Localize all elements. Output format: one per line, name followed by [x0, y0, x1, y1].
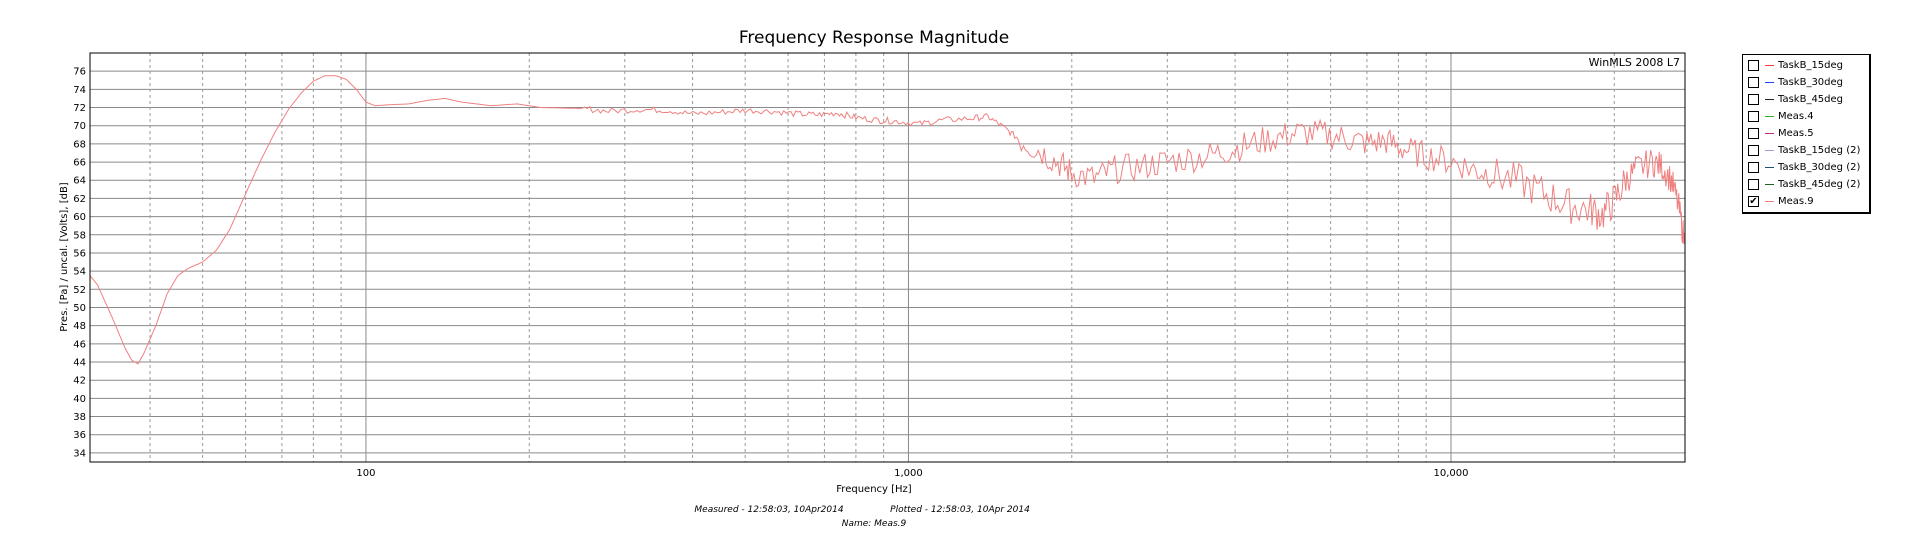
y-tick-label: 62 — [73, 194, 86, 205]
legend-checkbox[interactable] — [1748, 94, 1759, 105]
legend-label: Meas.5 — [1778, 128, 1814, 139]
legend-checkbox[interactable] — [1748, 145, 1759, 156]
legend-label: TaskB_45deg — [1778, 94, 1844, 105]
legend-item-taskb-30deg[interactable]: TaskB_30deg — [1743, 74, 1869, 91]
legend-item-taskb-45deg-2[interactable]: TaskB_45deg (2) — [1743, 176, 1869, 193]
legend-label: TaskB_15deg — [1778, 60, 1844, 71]
legend-label: TaskB_30deg (2) — [1778, 162, 1861, 173]
legend-label: Meas.9 — [1778, 196, 1814, 207]
legend-swatch — [1765, 116, 1774, 117]
legend-label: TaskB_45deg (2) — [1778, 179, 1861, 190]
name-note: Name: Meas.9 — [842, 519, 907, 529]
legend-swatch — [1765, 201, 1774, 202]
x-tick-label: 100 — [356, 468, 375, 479]
legend-item-taskb-45deg[interactable]: TaskB_45deg — [1743, 91, 1869, 108]
y-tick-label: 66 — [73, 158, 86, 169]
y-tick-label: 50 — [73, 303, 86, 314]
y-tick-label: 40 — [73, 394, 86, 405]
y-tick-label: 38 — [73, 412, 86, 423]
legend-swatch — [1765, 65, 1774, 66]
y-tick-label: 42 — [73, 376, 86, 387]
y-tick-label: 64 — [73, 176, 86, 187]
x-tick-label: 10,000 — [1433, 468, 1468, 479]
y-tick-label: 44 — [73, 358, 86, 369]
legend-swatch — [1765, 99, 1774, 100]
series-line-meas-9 — [89, 75, 1686, 365]
watermark-label: WinMLS 2008 L7 — [1589, 56, 1680, 69]
legend-checkbox[interactable]: ✔ — [1748, 196, 1759, 207]
legend-checkbox[interactable] — [1748, 77, 1759, 88]
legend-label: TaskB_15deg (2) — [1778, 145, 1861, 156]
plot-frame — [89, 52, 1686, 463]
grid — [90, 53, 1685, 462]
y-tick-label: 34 — [73, 448, 86, 459]
legend-swatch — [1765, 167, 1774, 168]
plotted-note: Plotted - 12:58:03, 10Apr 2014 — [890, 505, 1030, 515]
legend-item-taskb-15deg-2[interactable]: TaskB_15deg (2) — [1743, 142, 1869, 159]
legend-item-meas-4[interactable]: Meas.4 — [1743, 108, 1869, 125]
y-tick-label: 52 — [73, 285, 86, 296]
legend-item-taskb-30deg-2[interactable]: TaskB_30deg (2) — [1743, 159, 1869, 176]
y-tick-label: 48 — [73, 321, 86, 332]
y-tick-label: 70 — [73, 121, 86, 132]
y-tick-label: 72 — [73, 103, 86, 114]
legend-swatch — [1765, 150, 1774, 151]
y-axis-label: Pres. [Pa] / uncal. [Volts], [dB] — [59, 182, 70, 332]
legend-item-meas-9[interactable]: ✔ Meas.9 — [1743, 193, 1869, 210]
y-tick-label: 68 — [73, 139, 86, 150]
legend: TaskB_15deg TaskB_30deg TaskB_45deg Meas.4 M… — [1742, 54, 1871, 214]
x-axis-label: Frequency [Hz] — [836, 484, 912, 495]
legend-checkbox[interactable] — [1748, 60, 1759, 71]
legend-checkbox[interactable] — [1748, 179, 1759, 190]
y-tick-label: 36 — [73, 430, 86, 441]
series-lines — [89, 75, 1686, 365]
x-tick-label: 1,000 — [894, 468, 923, 479]
legend-label: Meas.4 — [1778, 111, 1814, 122]
chart-title: Frequency Response Magnitude — [739, 28, 1009, 48]
legend-swatch — [1765, 133, 1774, 134]
measured-note: Measured - 12:58:03, 10Apr2014 — [694, 505, 843, 515]
y-tick-label: 54 — [73, 267, 86, 278]
legend-swatch — [1765, 184, 1774, 185]
legend-checkbox[interactable] — [1748, 111, 1759, 122]
y-tick-label: 60 — [73, 212, 86, 223]
y-tick-label: 58 — [73, 230, 86, 241]
y-tick-label: 56 — [73, 248, 86, 259]
legend-label: TaskB_30deg — [1778, 77, 1844, 88]
y-tick-label: 74 — [73, 85, 86, 96]
y-tick-label: 46 — [73, 339, 86, 350]
legend-checkbox[interactable] — [1748, 128, 1759, 139]
legend-item-meas-5[interactable]: Meas.5 — [1743, 125, 1869, 142]
legend-item-taskb-15deg[interactable]: TaskB_15deg — [1743, 57, 1869, 74]
tick-labels: 34 36 38 40 42 44 46 48 50 52 54 56 58 60 62 64 66 68 70 72… — [73, 67, 1468, 479]
y-tick-label: 76 — [73, 67, 86, 78]
legend-checkbox[interactable] — [1748, 162, 1759, 173]
legend-swatch — [1765, 82, 1774, 83]
